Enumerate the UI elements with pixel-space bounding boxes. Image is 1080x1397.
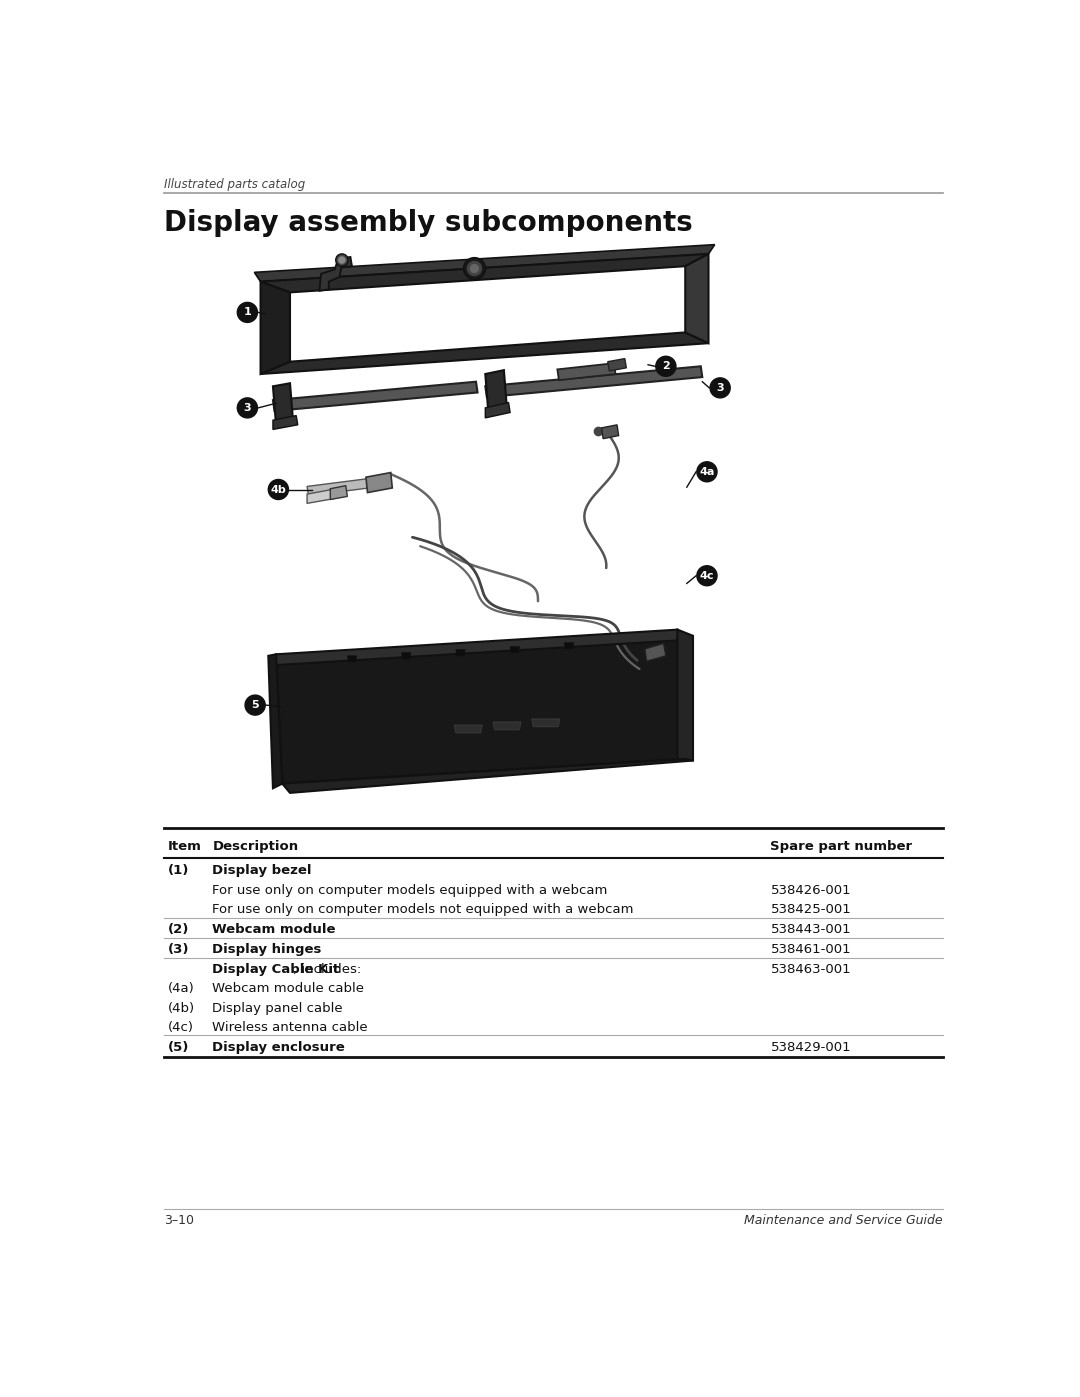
Polygon shape [510,647,519,652]
Text: Display hinges: Display hinges [213,943,322,956]
Polygon shape [602,425,619,439]
Text: 538461-001: 538461-001 [770,943,851,956]
Text: Display enclosure: Display enclosure [213,1041,346,1055]
Circle shape [656,356,676,376]
Polygon shape [557,363,616,380]
Text: For use only on computer models equipped with a webcam: For use only on computer models equipped… [213,884,608,897]
Polygon shape [455,725,482,733]
Text: 4b: 4b [270,485,286,495]
Text: Item: Item [167,840,202,854]
Polygon shape [608,359,626,372]
Polygon shape [330,486,348,500]
Polygon shape [273,415,298,429]
Text: Illustrated parts catalog: Illustrated parts catalog [164,177,306,191]
Text: , includes:: , includes: [293,963,361,975]
Polygon shape [485,370,507,414]
Text: (4b): (4b) [167,1002,194,1014]
Text: 538425-001: 538425-001 [770,902,851,916]
Circle shape [697,566,717,585]
Polygon shape [273,381,477,411]
Text: 4c: 4c [700,571,714,581]
Text: 5: 5 [252,700,259,710]
Polygon shape [565,643,573,648]
Text: Description: Description [213,840,299,854]
Polygon shape [260,332,708,374]
Polygon shape [307,489,334,503]
Polygon shape [273,383,293,425]
Polygon shape [531,719,559,726]
Polygon shape [677,630,693,760]
Polygon shape [402,652,410,659]
Polygon shape [685,254,708,344]
Text: 538443-001: 538443-001 [770,923,851,936]
Polygon shape [645,644,666,661]
Text: Display Cable Kit: Display Cable Kit [213,963,339,975]
Text: 2: 2 [662,362,670,372]
Text: Display panel cable: Display panel cable [213,1002,343,1014]
Circle shape [697,462,717,482]
Text: Spare part number: Spare part number [770,840,913,854]
Polygon shape [268,654,282,788]
Polygon shape [307,479,369,496]
Text: (2): (2) [167,923,189,936]
Circle shape [339,257,345,263]
Circle shape [238,302,257,323]
Polygon shape [348,655,356,662]
Polygon shape [456,650,465,655]
Polygon shape [282,759,693,793]
Text: (3): (3) [167,943,189,956]
Text: Maintenance and Service Guide: Maintenance and Service Guide [744,1214,943,1228]
Text: Webcam module: Webcam module [213,923,336,936]
Text: (5): (5) [167,1041,189,1055]
Polygon shape [260,282,291,374]
Text: 3: 3 [716,383,724,393]
Circle shape [468,261,482,275]
Text: Display bezel: Display bezel [213,863,312,876]
Text: 4a: 4a [699,467,715,476]
Text: 538429-001: 538429-001 [770,1041,851,1055]
Text: Webcam module cable: Webcam module cable [213,982,365,995]
Text: 1: 1 [243,307,252,317]
Text: 538426-001: 538426-001 [770,884,851,897]
Circle shape [710,377,730,398]
Circle shape [336,254,348,267]
Text: 3–10: 3–10 [164,1214,194,1228]
Circle shape [471,264,478,272]
Polygon shape [485,402,510,418]
Text: (1): (1) [167,863,189,876]
Polygon shape [485,366,702,397]
Polygon shape [276,638,685,784]
Circle shape [463,257,485,279]
Circle shape [238,398,257,418]
Polygon shape [255,244,715,282]
Text: For use only on computer models not equipped with a webcam: For use only on computer models not equi… [213,902,634,916]
Circle shape [245,696,266,715]
Circle shape [268,479,288,500]
Text: (4c): (4c) [167,1021,193,1034]
Text: 538463-001: 538463-001 [770,963,851,975]
Polygon shape [366,472,392,493]
Polygon shape [276,630,677,665]
Text: (4a): (4a) [167,982,194,995]
Text: Display assembly subcomponents: Display assembly subcomponents [164,210,693,237]
Polygon shape [260,254,708,292]
Polygon shape [494,722,521,729]
Text: Wireless antenna cable: Wireless antenna cable [213,1021,368,1034]
Text: 3: 3 [244,402,252,414]
Polygon shape [320,257,352,291]
